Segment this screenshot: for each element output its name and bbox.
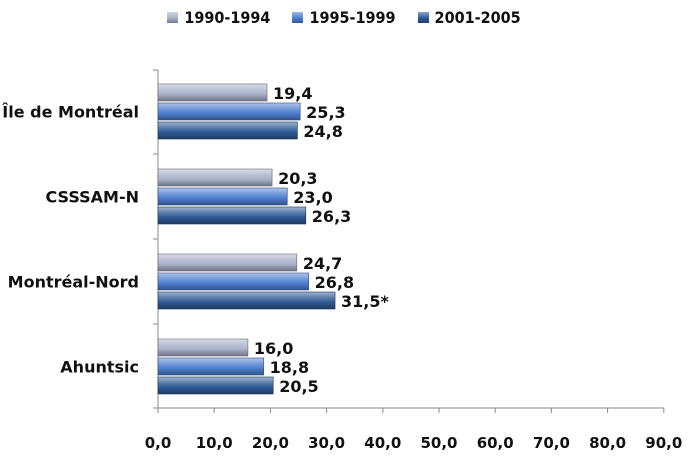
x-tick-label: 0,0: [145, 434, 172, 452]
legend-label: 2001-2005: [434, 8, 521, 27]
legend-item-1: 1990-1994: [167, 8, 270, 27]
category-label: Montréal-Nord: [8, 273, 139, 292]
bar: [157, 102, 301, 121]
legend-swatch: [167, 12, 179, 23]
bar: [157, 376, 274, 395]
legend-item-3: 2001-2005: [417, 8, 521, 27]
x-tick-label: 40,0: [364, 434, 401, 452]
data-label: 20,3: [278, 169, 317, 188]
data-label: 23,0: [293, 188, 332, 207]
legend-label: 1995-1999: [309, 8, 396, 27]
bar: [157, 291, 336, 310]
data-label: 31,5*: [341, 292, 389, 311]
x-tick-label: 70,0: [533, 434, 570, 452]
x-tick-label: 60,0: [477, 434, 514, 452]
category-label: Île de Montréal: [2, 103, 139, 122]
x-tick-label: 90,0: [645, 434, 682, 452]
data-label: 16,0: [254, 339, 293, 358]
data-label: 19,4: [273, 84, 312, 103]
bar: [157, 168, 273, 187]
bar: [157, 187, 288, 206]
legend-item-2: 1995-1999: [292, 8, 396, 27]
data-label: 20,5: [279, 377, 318, 396]
data-label: 24,8: [303, 122, 342, 141]
bar: [157, 253, 298, 272]
bar: [157, 206, 307, 225]
x-tick-label: 10,0: [196, 434, 233, 452]
bar: [157, 272, 309, 291]
data-label: 26,8: [315, 273, 354, 292]
data-label: 26,3: [312, 207, 351, 226]
bar: [157, 121, 298, 140]
legend-swatch: [292, 12, 304, 23]
data-label: 18,8: [270, 358, 309, 377]
x-tick-label: 20,0: [252, 434, 289, 452]
data-label: 24,7: [303, 254, 342, 273]
bar: [157, 83, 268, 102]
legend: 1990-1994 1995-1999 2001-2005: [0, 8, 688, 27]
x-tick-label: 30,0: [308, 434, 345, 452]
bar: [157, 357, 264, 376]
category-label: Ahuntsic: [60, 358, 139, 377]
legend-swatch: [417, 12, 429, 23]
x-tick-label: 80,0: [589, 434, 626, 452]
data-label: 25,3: [306, 103, 345, 122]
x-tick-label: 50,0: [420, 434, 457, 452]
category-label: CSSSAM-N: [45, 188, 139, 207]
legend-label: 1990-1994: [184, 8, 271, 27]
bar: [157, 338, 249, 357]
